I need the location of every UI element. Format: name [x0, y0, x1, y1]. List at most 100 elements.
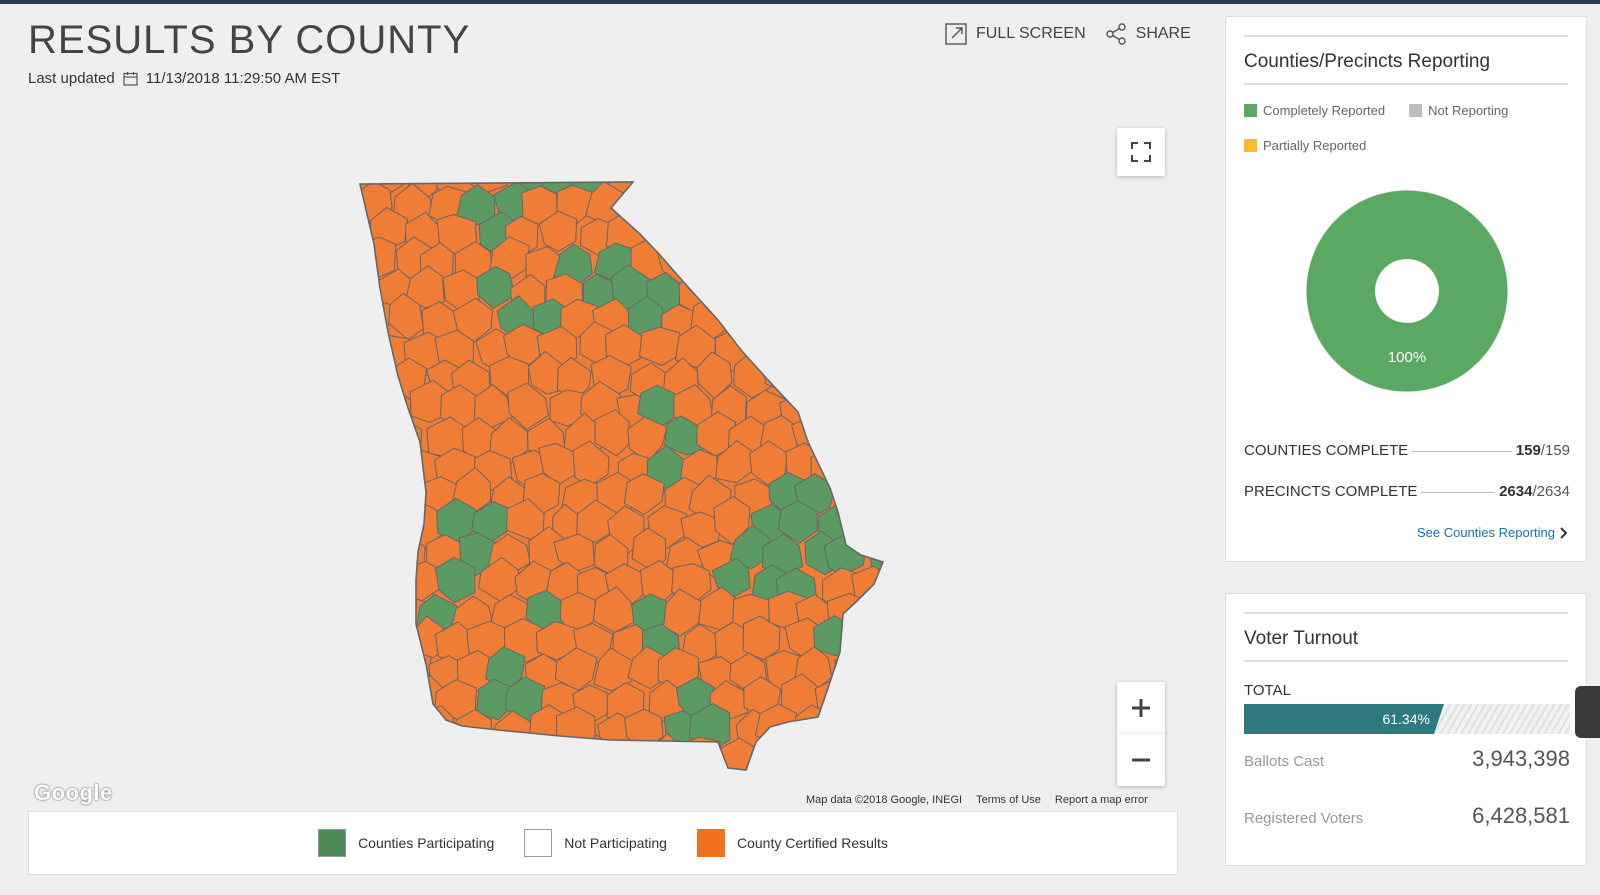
county-shape[interactable] [741, 205, 780, 248]
county-shape[interactable] [466, 740, 507, 781]
county-shape[interactable] [818, 270, 856, 309]
county-shape[interactable] [869, 646, 908, 696]
county-shape[interactable] [732, 242, 775, 288]
county-shape[interactable] [863, 182, 904, 221]
county-shape[interactable] [790, 363, 832, 405]
county-shape[interactable] [765, 235, 808, 278]
county-shape[interactable] [664, 180, 701, 218]
county-shape[interactable] [729, 524, 771, 570]
county-shape[interactable] [336, 440, 376, 483]
county-shape[interactable] [357, 590, 393, 630]
county-shape[interactable] [864, 300, 905, 345]
county-shape[interactable] [851, 446, 886, 488]
county-shape[interactable] [744, 150, 785, 196]
county-shape[interactable] [849, 270, 885, 316]
map-fullscreen-button[interactable] [1117, 128, 1165, 176]
county-shape[interactable] [376, 618, 416, 661]
county-shape[interactable] [441, 733, 482, 780]
county-shape[interactable] [863, 417, 904, 463]
county-shape[interactable] [812, 152, 849, 196]
county-shape[interactable] [545, 735, 584, 780]
county-shape[interactable] [848, 505, 885, 545]
county-shape[interactable] [713, 262, 753, 312]
county-shape[interactable] [784, 326, 827, 370]
county-shape[interactable] [830, 354, 872, 396]
county-shape[interactable] [713, 206, 755, 248]
county-shape[interactable] [826, 245, 868, 289]
zoom-out-button[interactable] [1117, 734, 1165, 786]
county-shape[interactable] [538, 210, 578, 252]
county-shape[interactable] [733, 182, 774, 226]
county-shape[interactable] [843, 207, 883, 253]
county-shape[interactable] [594, 409, 630, 457]
county-shape[interactable] [684, 158, 722, 196]
county-shape[interactable] [784, 208, 825, 248]
county-shape[interactable] [779, 155, 818, 201]
county-shape[interactable] [851, 565, 892, 611]
county-shape[interactable] [510, 735, 554, 778]
county-shape[interactable] [369, 449, 407, 492]
county-shape[interactable] [835, 469, 876, 516]
county-shape[interactable] [793, 297, 835, 336]
county-shape[interactable] [814, 382, 855, 429]
terms-of-use-link[interactable]: Terms of Use [976, 794, 1041, 806]
county-shape[interactable] [372, 497, 415, 541]
county-shape[interactable] [365, 736, 407, 779]
county-shape[interactable] [865, 238, 902, 282]
county-shape[interactable] [392, 706, 430, 751]
county-shape[interactable] [864, 585, 906, 632]
county-shape[interactable] [476, 265, 516, 310]
county-shape[interactable] [753, 333, 791, 373]
county-shape[interactable] [384, 477, 425, 518]
county-shape[interactable] [555, 706, 596, 753]
county-shape[interactable] [763, 303, 804, 350]
county-shape[interactable] [831, 707, 871, 751]
county-shape[interactable] [408, 738, 451, 787]
county-shape[interactable] [775, 742, 813, 785]
county-shape[interactable] [337, 327, 376, 371]
county-shape[interactable] [777, 499, 818, 544]
county-shape[interactable] [435, 556, 476, 604]
county-shape[interactable] [848, 623, 889, 664]
county-shape[interactable] [825, 297, 862, 340]
county-shape[interactable] [816, 731, 857, 773]
county-shape[interactable] [337, 619, 376, 660]
county-shape[interactable] [623, 473, 665, 516]
side-scroll-tab[interactable] [1575, 686, 1600, 738]
county-shape[interactable] [794, 179, 834, 224]
county-shape[interactable] [395, 651, 432, 696]
county-shape[interactable] [360, 473, 396, 518]
county-shape[interactable] [609, 741, 648, 780]
county-shape[interactable] [852, 154, 894, 196]
county-shape[interactable] [358, 704, 402, 744]
full-screen-button[interactable]: FULL SCREEN [944, 22, 1086, 46]
county-shape[interactable] [781, 266, 816, 309]
county-shape[interactable] [851, 679, 886, 726]
county-shape[interactable] [340, 384, 382, 425]
county-shape[interactable] [851, 386, 891, 430]
county-shape[interactable] [405, 265, 445, 309]
county-shape[interactable] [697, 246, 739, 288]
county-shape[interactable] [834, 653, 877, 692]
county-shape[interactable] [338, 737, 377, 784]
county-shape[interactable] [503, 617, 546, 663]
county-shape[interactable] [370, 676, 410, 720]
county-shape[interactable] [816, 210, 857, 259]
county-shape[interactable] [768, 178, 802, 224]
county-shape[interactable] [360, 538, 396, 581]
see-counties-reporting-link[interactable]: See Counties Reporting [1417, 525, 1568, 540]
county-shape[interactable] [683, 736, 722, 780]
county-shape[interactable] [653, 203, 691, 253]
county-shape[interactable] [752, 740, 790, 783]
county-shape[interactable] [833, 419, 876, 464]
county-shape[interactable] [354, 650, 397, 693]
county-shape[interactable] [352, 420, 392, 464]
county-shape[interactable] [709, 154, 753, 194]
county-shape[interactable] [338, 563, 379, 605]
county-shape[interactable] [803, 239, 844, 287]
county-shape[interactable] [859, 357, 901, 407]
county-shape[interactable] [814, 679, 857, 722]
county-shape[interactable] [693, 176, 730, 219]
county-shape[interactable] [752, 274, 793, 314]
county-shape[interactable] [844, 324, 883, 365]
